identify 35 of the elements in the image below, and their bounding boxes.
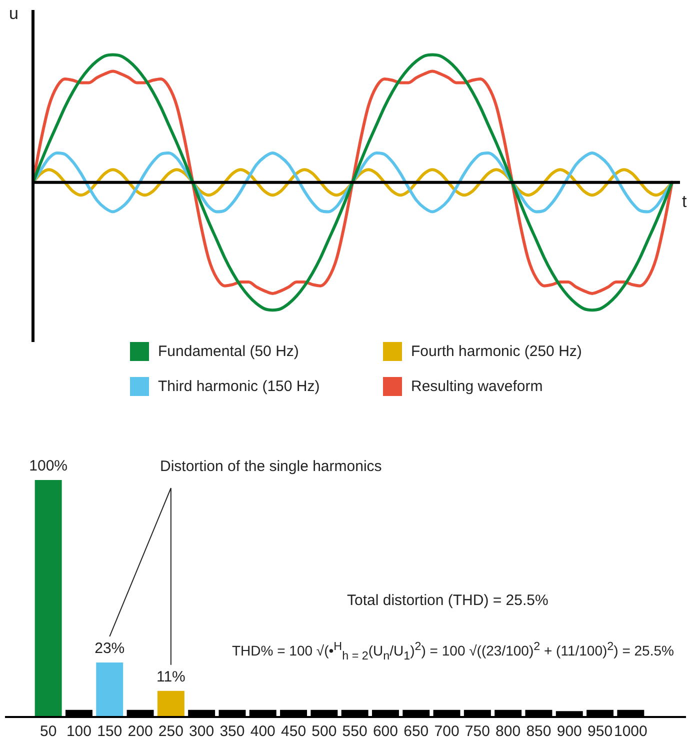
x-tick-label: 550 xyxy=(342,723,368,740)
bar xyxy=(34,480,62,717)
x-tick-label: 500 xyxy=(312,723,337,740)
x-axis-title: t xyxy=(682,192,687,212)
x-tick-label: 750 xyxy=(464,723,490,740)
x-tick-label: 850 xyxy=(526,723,552,740)
data-label: 100% xyxy=(29,458,68,475)
data-label: 23% xyxy=(94,640,125,658)
text: THD% = 100 √(•$^{H}$$_{h = 2}$(U$_{n}$/U$_{1}$)$^{2}$) = 100 √((23/100)$^{2}$ + (11/100)$^{2}$) = 25.5% xyxy=(232,640,674,662)
x-tick-label: 50 xyxy=(40,723,57,740)
legend-label: Resulting waveform xyxy=(411,378,543,395)
x-tick-label: 600 xyxy=(372,723,398,740)
x-tick-label: 400 xyxy=(250,723,276,740)
text: Distortion of the single harmonics xyxy=(160,458,382,475)
x-tick-label: 1000 xyxy=(614,723,648,740)
data-label: 11% xyxy=(156,668,186,686)
x-tick-label: 650 xyxy=(404,723,429,740)
y-axis-title: u xyxy=(9,4,18,24)
x-tick-label: 150 xyxy=(97,723,122,740)
x-tick-label: 300 xyxy=(189,723,214,740)
x-tick-label: 900 xyxy=(556,723,582,740)
legend-label: Fundamental (50 Hz) xyxy=(158,343,299,360)
legend-label: Fourth harmonic (250 Hz) xyxy=(411,343,582,360)
bar xyxy=(96,662,124,717)
x-tick-label: 350 xyxy=(220,723,245,740)
x-tick-label: 100 xyxy=(66,723,92,740)
x-tick-label: 950 xyxy=(588,723,613,740)
annotation: Total distortion (THD) = 25.5% xyxy=(347,592,548,609)
x-tick-label: 800 xyxy=(496,723,521,740)
x-tick-label: 450 xyxy=(281,723,306,740)
x-tick-label: 250 xyxy=(158,723,184,740)
legend-label: Third harmonic (150 Hz) xyxy=(158,378,320,395)
bar xyxy=(157,690,184,717)
x-tick-label: 200 xyxy=(128,723,153,740)
x-tick-label: 700 xyxy=(434,723,460,740)
